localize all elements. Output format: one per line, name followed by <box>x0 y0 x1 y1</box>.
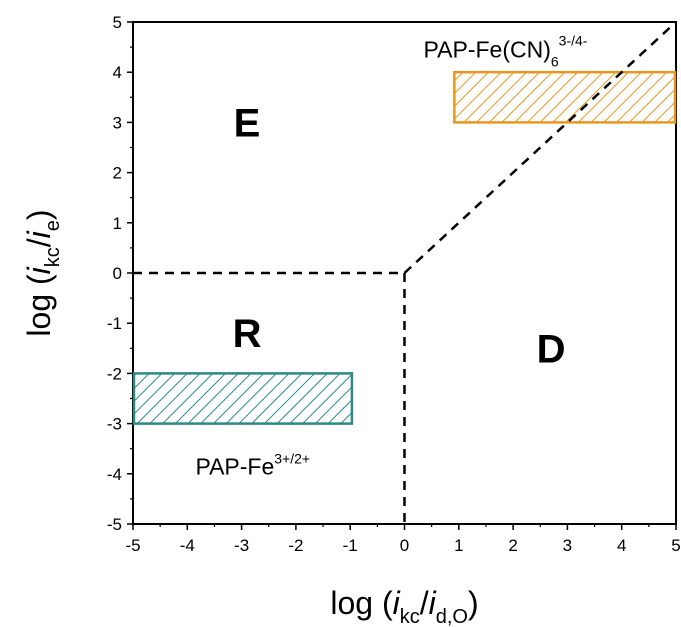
x-tick-label: 2 <box>508 536 517 555</box>
box-annotation: PAP-Fe(CN)63-/4- <box>424 33 588 70</box>
x-tick-label: 4 <box>617 536 626 555</box>
y-tick-label: -3 <box>107 415 122 434</box>
y-tick-label: -2 <box>107 364 122 383</box>
x-axis-title: log (ikc/id,O) <box>330 585 478 627</box>
x-tick-label: -4 <box>180 536 195 555</box>
y-tick-label: -1 <box>107 314 122 333</box>
y-tick-label: 4 <box>113 63 122 82</box>
region-label-D: D <box>537 327 566 371</box>
region-label-E: E <box>234 101 261 145</box>
hatched-box <box>132 372 354 425</box>
x-tick-label: 5 <box>671 536 680 555</box>
y-tick-label: 1 <box>113 214 122 233</box>
y-tick-label: 0 <box>113 264 122 283</box>
x-tick-label: -1 <box>343 536 358 555</box>
x-tick-label: -2 <box>288 536 303 555</box>
x-tick-label: 1 <box>454 536 463 555</box>
plot-area: -5 -4 -3 -2 -1 0 1 2 3 4 5 -5 -4 -3 -2 -1 0 1 2 3 4 5 E R D PAP-F… <box>107 13 681 555</box>
y-tick-label: -5 <box>107 515 122 534</box>
boundary-line-diagonal <box>403 21 677 274</box>
x-tick-label: 3 <box>563 536 572 555</box>
hatched-box <box>453 70 677 124</box>
y-tick-label: 3 <box>113 113 122 132</box>
x-tick-label: -5 <box>125 536 140 555</box>
y-tick-label: -4 <box>107 465 122 484</box>
y-axis-title: log (ikc/ie) <box>21 209 64 336</box>
region-label-R: R <box>233 312 262 356</box>
x-tick-label: -3 <box>234 536 249 555</box>
x-tick-label: 0 <box>400 536 409 555</box>
y-tick-label: 2 <box>113 164 122 183</box>
y-tick-label: 5 <box>113 13 122 32</box>
box-annotation: PAP-Fe3+/2+ <box>195 450 310 479</box>
